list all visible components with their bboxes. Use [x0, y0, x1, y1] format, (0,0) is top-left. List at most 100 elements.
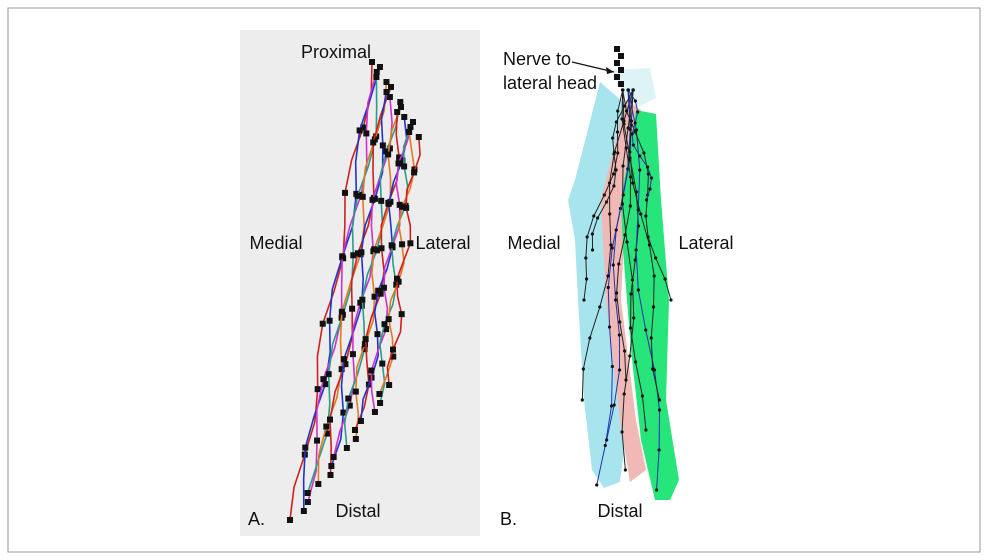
node	[585, 277, 588, 280]
node	[658, 408, 661, 411]
node	[631, 181, 634, 184]
node	[301, 508, 307, 514]
node	[416, 134, 422, 140]
node	[644, 428, 647, 431]
node	[614, 60, 620, 66]
node	[353, 389, 359, 395]
node	[612, 184, 615, 187]
node	[635, 248, 638, 251]
node	[323, 424, 329, 430]
node	[634, 99, 637, 102]
node	[612, 263, 615, 266]
node	[385, 151, 391, 157]
node	[363, 336, 369, 342]
node	[611, 365, 614, 368]
node	[586, 235, 589, 238]
node	[381, 285, 387, 291]
node	[625, 240, 628, 243]
node	[389, 242, 395, 248]
node	[411, 169, 417, 175]
node	[401, 114, 407, 120]
node	[394, 109, 400, 115]
node	[621, 88, 624, 91]
node	[331, 454, 337, 460]
node	[591, 232, 594, 235]
node	[320, 321, 326, 327]
node	[395, 160, 401, 166]
node	[373, 74, 379, 80]
node	[611, 136, 614, 139]
node	[355, 193, 361, 199]
node	[305, 490, 311, 496]
node	[620, 117, 623, 120]
node	[614, 168, 617, 171]
node	[616, 109, 619, 112]
node	[634, 130, 637, 133]
node	[636, 110, 639, 113]
node	[623, 349, 626, 352]
node	[623, 104, 626, 107]
node	[582, 367, 585, 370]
node	[634, 360, 637, 363]
label-lateral: Lateral	[678, 233, 733, 253]
node	[654, 256, 657, 259]
node	[314, 438, 320, 444]
node	[629, 175, 632, 178]
node	[627, 88, 630, 91]
node	[650, 336, 653, 339]
node	[612, 152, 615, 155]
node	[644, 328, 647, 331]
node	[606, 274, 609, 277]
label-lateral: Lateral	[415, 233, 470, 253]
node	[386, 316, 392, 322]
node	[646, 235, 649, 238]
node	[641, 394, 644, 397]
node	[615, 291, 618, 294]
node	[615, 120, 618, 123]
node	[345, 396, 351, 402]
node	[618, 67, 624, 73]
node	[638, 154, 641, 157]
node	[598, 305, 601, 308]
node	[358, 418, 364, 424]
node	[605, 200, 608, 203]
node	[588, 336, 591, 339]
node	[342, 190, 348, 196]
node	[624, 468, 627, 471]
node	[628, 354, 631, 357]
node	[617, 262, 620, 265]
node	[607, 286, 610, 289]
node	[604, 444, 607, 447]
node	[407, 240, 413, 246]
node	[403, 205, 409, 211]
node	[618, 368, 621, 371]
node	[582, 298, 585, 301]
panel-a-background	[240, 30, 480, 536]
node	[370, 139, 376, 145]
node	[630, 132, 633, 135]
node	[625, 109, 628, 112]
node	[592, 214, 595, 217]
label-distal: Distal	[597, 501, 642, 521]
node	[360, 194, 366, 200]
node	[669, 298, 672, 301]
node	[386, 382, 392, 388]
panel-label: A.	[248, 509, 265, 529]
node	[327, 417, 333, 423]
node	[623, 233, 626, 236]
node	[591, 248, 594, 251]
node	[618, 320, 621, 323]
node	[399, 241, 405, 247]
node	[379, 361, 385, 367]
node	[639, 212, 642, 215]
node	[615, 228, 618, 231]
node	[657, 448, 660, 451]
node	[350, 351, 356, 357]
node	[618, 53, 624, 59]
node	[320, 376, 326, 382]
annotation: Nerve to	[503, 49, 571, 69]
node	[618, 81, 624, 87]
node	[584, 256, 587, 259]
node	[653, 274, 656, 277]
node	[629, 326, 632, 329]
